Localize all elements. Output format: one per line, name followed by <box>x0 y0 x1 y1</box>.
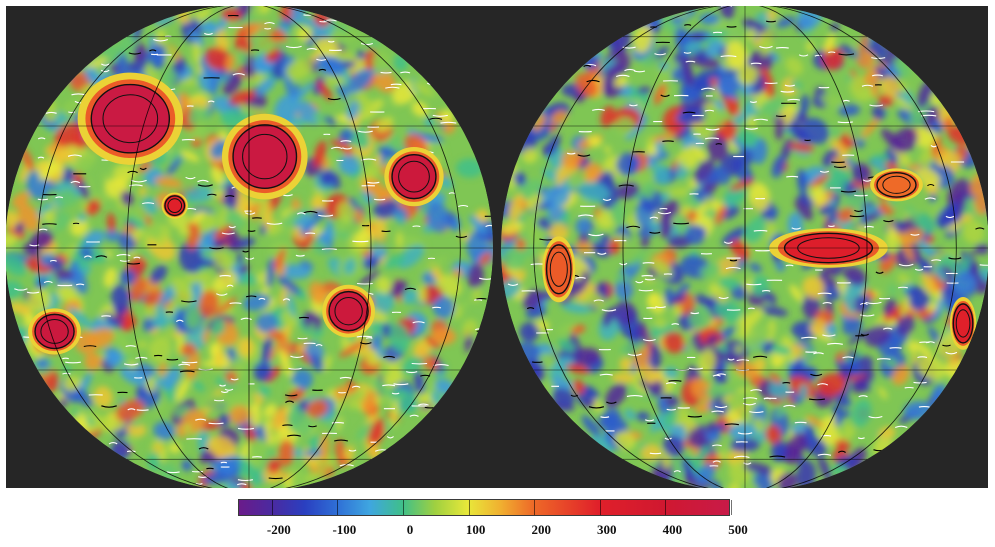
mascon-contour <box>167 198 183 213</box>
graticule <box>501 6 988 488</box>
longitude-line <box>533 6 957 488</box>
colorbar-tick-label: 400 <box>662 522 683 537</box>
colorbar-tick <box>337 500 339 515</box>
colorbar-tick <box>534 500 536 515</box>
longitude-line <box>37 6 461 488</box>
hemisphere-left <box>6 6 493 488</box>
colorbar-tick-label: 200 <box>531 522 551 537</box>
longitude-line <box>744 6 746 488</box>
colorbar-tick-label: -100 <box>332 522 357 537</box>
colorbar-tick <box>665 500 667 515</box>
colorbar-tick <box>731 500 732 515</box>
colorbar-tick <box>271 500 273 515</box>
colorbar <box>238 499 732 516</box>
mascon-contour <box>102 94 159 144</box>
colorbar-tick-label: -200 <box>266 522 291 537</box>
colorbar-tick-label: 500 <box>728 522 748 537</box>
mascon-contour <box>955 309 971 338</box>
graticule <box>6 6 493 488</box>
mascon-contour <box>334 296 363 326</box>
mascon-contour <box>549 251 568 287</box>
longitude-line <box>248 6 250 488</box>
colorbar-tick-label: 0 <box>406 522 414 537</box>
colorbar-tick <box>468 500 470 515</box>
colorbar-tick <box>599 500 601 515</box>
colorbar-tick <box>403 500 404 515</box>
gravity-map-panel <box>6 6 988 488</box>
anomaly-texture <box>501 6 988 488</box>
hemisphere-maps <box>6 6 988 488</box>
colorbar-tick-label: 300 <box>597 522 617 537</box>
mascon-contour <box>882 175 911 194</box>
longitude-line <box>126 6 372 488</box>
mascon-contour <box>242 133 288 180</box>
longitude-line <box>622 6 868 488</box>
mascon-contour <box>398 160 430 193</box>
hemisphere-right <box>501 6 988 488</box>
colorbar-tick-label: 100 <box>465 522 486 537</box>
colorbar-labels: -200 -100 0 100 200 300 400 500 <box>0 522 995 542</box>
